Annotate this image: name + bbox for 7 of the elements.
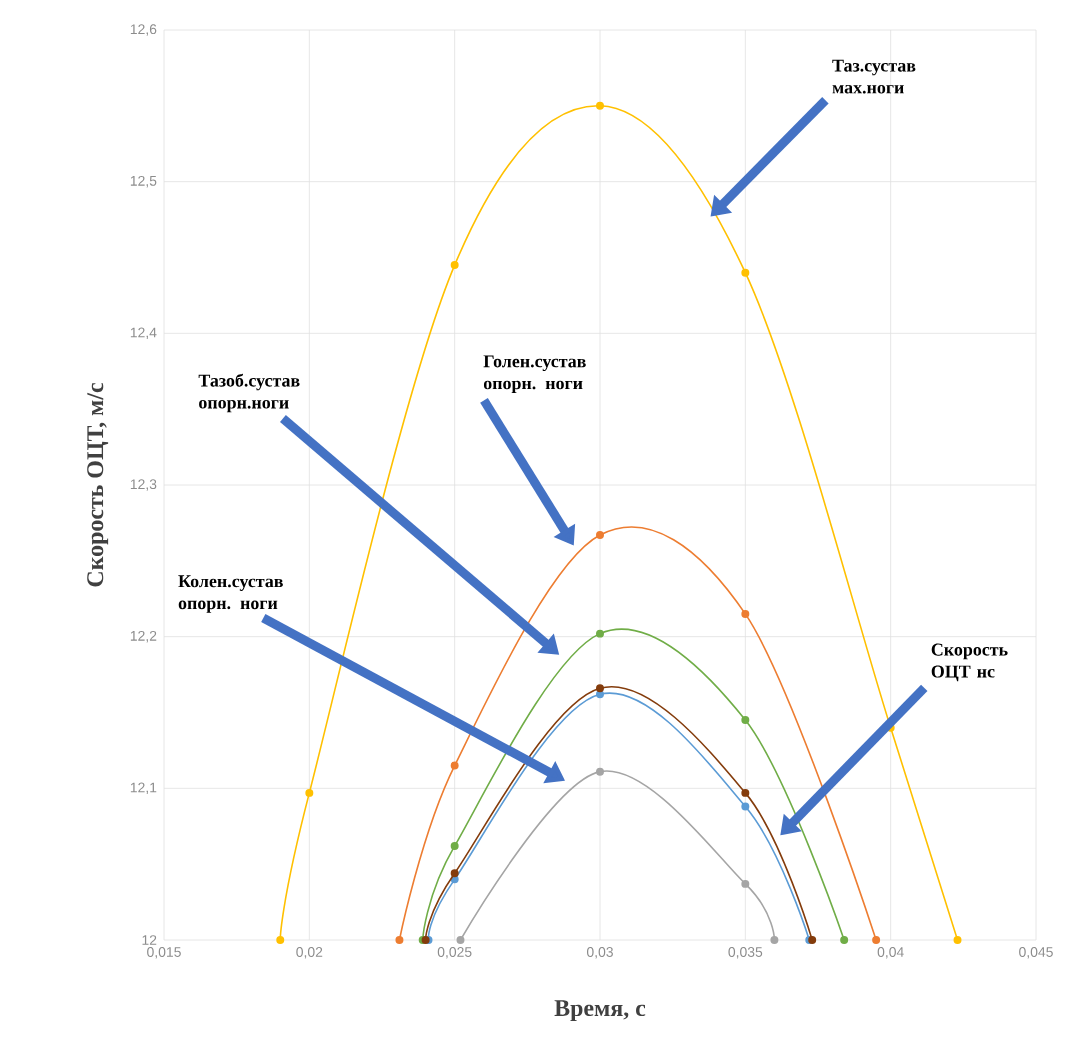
annotation: Таз.сустав мах.ноги bbox=[832, 59, 916, 94]
annotation: Тазоб.сустав опорн.ноги bbox=[198, 373, 300, 413]
annotation: Голен.сустав опорн. ноги bbox=[483, 355, 586, 393]
x-axis-title: Время, с bbox=[554, 1000, 646, 1021]
annotation: Колен.сустав опорн. ноги bbox=[178, 575, 283, 613]
annotation: Скорость ОЦТ нс bbox=[931, 643, 1008, 682]
y-axis-title: Скорость ОЦТ, м/с bbox=[87, 383, 109, 587]
